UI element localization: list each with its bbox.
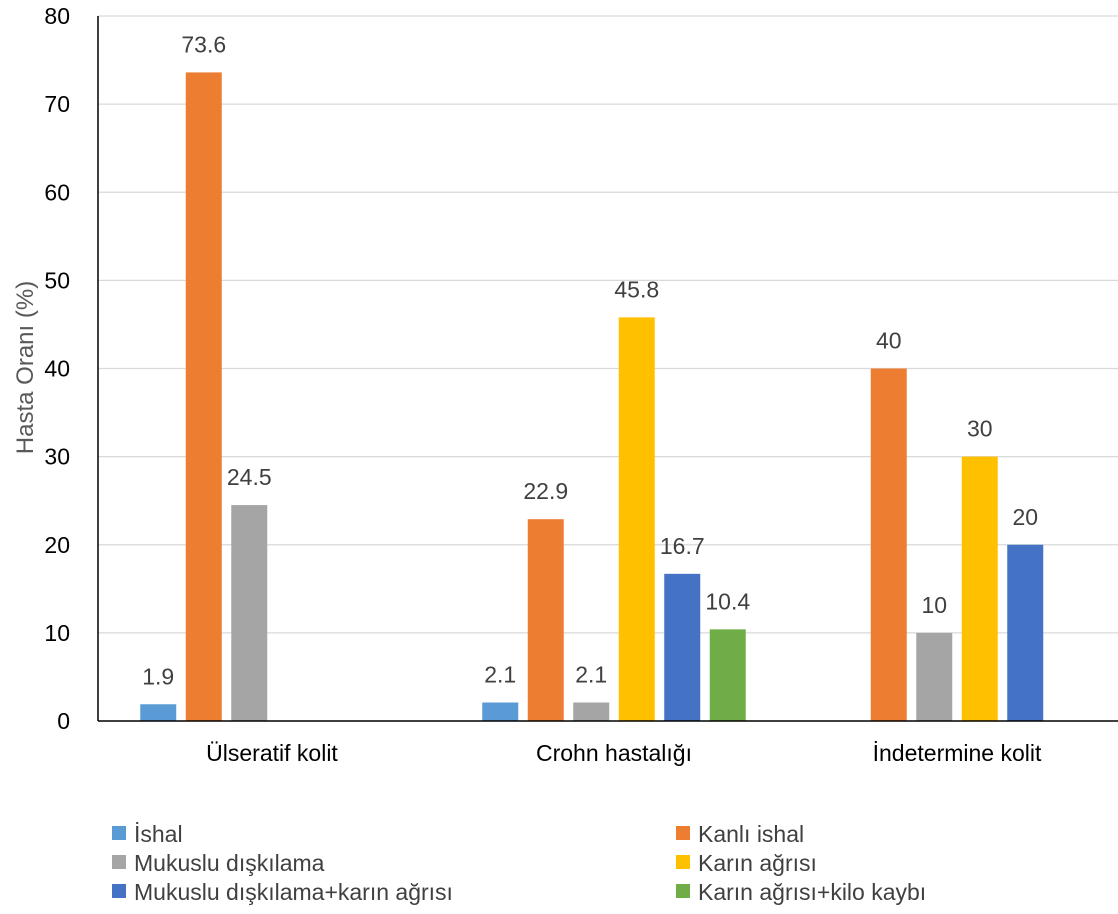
y-axis-title: Hasta Oranı (%)	[12, 281, 39, 454]
legend-swatch	[676, 855, 690, 869]
bar	[870, 368, 907, 721]
axes-layer: 0 10 20 30 40 50 60 70 80 Hasta Oranı (%) Ülserati…	[12, 3, 1118, 766]
bar	[482, 702, 519, 721]
y-tick-label: 80	[44, 3, 70, 29]
y-tick-label: 50	[44, 267, 70, 293]
data-label: 30	[967, 416, 993, 442]
y-tick-label: 10	[44, 620, 70, 646]
x-category-label: Crohn hastalığı	[536, 740, 692, 766]
legend-label: Karın ağrısı+kilo kaybı	[698, 879, 926, 905]
data-label: 40	[876, 328, 902, 354]
legend-swatch	[112, 855, 126, 869]
bar	[916, 632, 953, 721]
y-tick-label: 40	[44, 356, 70, 382]
x-category-label: İndetermine kolit	[873, 740, 1042, 766]
data-label: 10	[921, 592, 947, 618]
y-tick-label: 30	[44, 444, 70, 470]
legend: İshal Kanlı ishal Mukuslu dışkılama Karın a…	[112, 821, 926, 905]
legend-label: Mukuslu dışkılama+karın ağrısı	[134, 879, 453, 905]
legend-label: İshal	[134, 821, 183, 847]
data-label: 1.9	[142, 663, 174, 689]
bar	[618, 317, 655, 721]
data-labels-layer: 1.9 73.6 24.5 2.1 22.9 2.1 45.8 16.7 10.4 40 10 30 2…	[142, 31, 1038, 689]
legend-label: Kanlı ishal	[698, 821, 804, 847]
x-category-label: Ülseratif kolit	[206, 740, 338, 766]
data-label: 73.6	[181, 31, 226, 57]
y-tick-label: 0	[57, 708, 70, 734]
y-tick-label: 20	[44, 532, 70, 558]
legend-label: Karın ağrısı	[698, 850, 817, 876]
bar	[185, 72, 222, 721]
data-label: 45.8	[614, 276, 659, 302]
bar	[664, 573, 701, 721]
legend-label: Mukuslu dışkılama	[134, 850, 325, 876]
legend-swatch	[112, 884, 126, 898]
y-tick-label: 70	[44, 91, 70, 117]
bar	[231, 505, 268, 721]
bar	[1007, 544, 1044, 721]
bar	[573, 702, 610, 721]
bar	[140, 704, 177, 721]
gridlines	[98, 15, 1118, 634]
bars-layer	[140, 72, 1044, 721]
legend-swatch	[676, 826, 690, 840]
data-label: 2.1	[484, 661, 516, 687]
data-label: 16.7	[660, 533, 705, 559]
legend-swatch	[112, 826, 126, 840]
legend-swatch	[676, 884, 690, 898]
y-tick-label: 60	[44, 179, 70, 205]
data-label: 24.5	[227, 464, 272, 490]
bar	[709, 629, 746, 721]
data-label: 22.9	[523, 478, 568, 504]
bar	[961, 456, 998, 721]
data-label: 2.1	[575, 661, 607, 687]
data-label: 10.4	[705, 588, 750, 614]
data-label: 20	[1012, 504, 1038, 530]
bar	[527, 519, 564, 721]
